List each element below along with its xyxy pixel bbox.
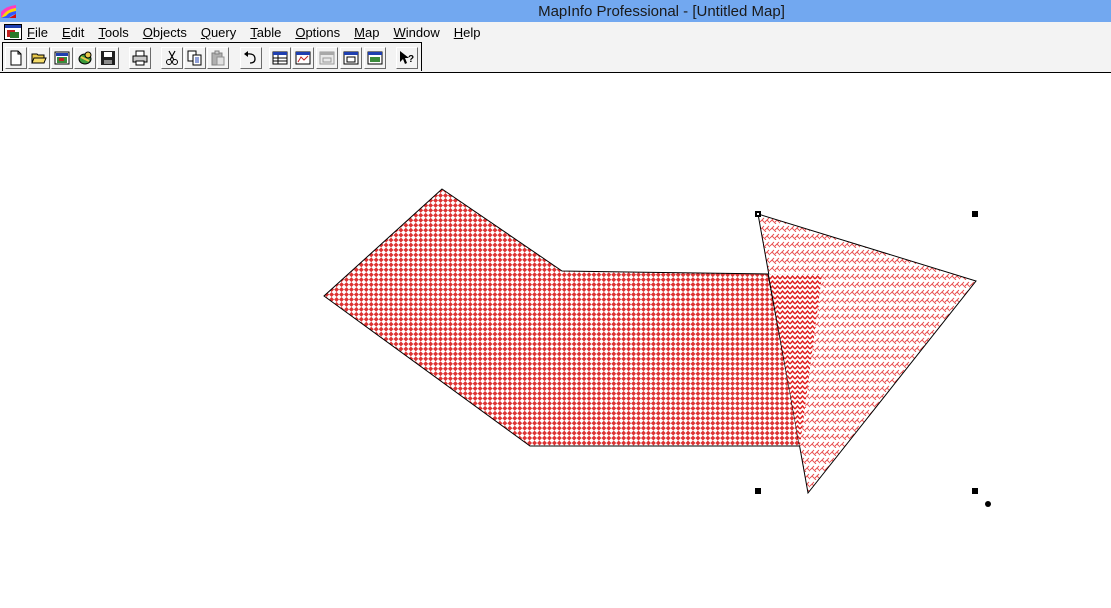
menu-help[interactable]: Help bbox=[453, 25, 481, 40]
open-workspace-icon bbox=[54, 51, 70, 65]
map-overlap-region bbox=[768, 274, 822, 446]
menu-file[interactable]: File bbox=[27, 25, 48, 40]
copy-icon bbox=[187, 50, 202, 66]
map-cursor-point bbox=[985, 501, 991, 507]
menu-objects[interactable]: Objects bbox=[142, 25, 187, 40]
menu-options[interactable]: Options bbox=[295, 25, 341, 40]
redistricter-button[interactable] bbox=[364, 47, 386, 69]
selection-handle-bottom-left[interactable] bbox=[755, 488, 761, 494]
redistricter-icon bbox=[367, 51, 383, 65]
copy-button[interactable] bbox=[184, 47, 206, 69]
open-workspace-button[interactable] bbox=[51, 47, 73, 69]
new-file-icon bbox=[10, 50, 22, 66]
new-layout-icon bbox=[343, 51, 359, 65]
title-bar: MapInfo Professional - [Untitled Map] bbox=[0, 0, 1111, 22]
paste-button[interactable] bbox=[207, 47, 229, 69]
new-browser-icon bbox=[272, 51, 288, 65]
help-cursor-button[interactable]: ? bbox=[396, 47, 418, 69]
new-mapper-button[interactable] bbox=[292, 47, 314, 69]
open-dbms-button[interactable] bbox=[74, 47, 96, 69]
menu-query[interactable]: Query bbox=[200, 25, 237, 40]
save-icon bbox=[101, 51, 115, 65]
map-polygon-arrow[interactable] bbox=[323, 188, 801, 447]
open-folder-icon bbox=[31, 53, 47, 64]
menu-tools[interactable]: Tools bbox=[98, 25, 129, 40]
print-icon bbox=[132, 50, 148, 66]
selection-handle-top-right[interactable] bbox=[972, 211, 978, 217]
cut-button[interactable] bbox=[161, 47, 183, 69]
menu-map[interactable]: Map bbox=[354, 25, 380, 40]
selection-handle-bottom-right[interactable] bbox=[972, 488, 978, 494]
new-mapper-icon bbox=[295, 51, 311, 65]
new-layout-button[interactable] bbox=[340, 47, 362, 69]
undo-button[interactable] bbox=[240, 47, 262, 69]
toolbar-area: ? bbox=[0, 42, 1111, 73]
menu-window[interactable]: Window bbox=[393, 25, 440, 40]
menu-edit[interactable]: Edit bbox=[61, 25, 85, 40]
mapinfo-app-icon[interactable] bbox=[0, 2, 18, 20]
print-button[interactable] bbox=[129, 47, 151, 69]
map-window[interactable] bbox=[0, 73, 1111, 608]
save-button[interactable] bbox=[97, 47, 119, 69]
map-canvas-svg[interactable] bbox=[0, 73, 1111, 608]
new-file-button[interactable] bbox=[5, 47, 27, 69]
cut-icon bbox=[166, 50, 178, 65]
svg-text:?: ? bbox=[408, 54, 414, 65]
window-title: MapInfo Professional - [Untitled Map] bbox=[538, 3, 785, 20]
standard-toolbar: ? bbox=[2, 42, 422, 71]
selection-handle-top-left-inner bbox=[757, 213, 759, 215]
help-cursor-icon: ? bbox=[400, 51, 414, 65]
new-grapher-button[interactable] bbox=[316, 47, 338, 69]
new-grapher-icon bbox=[319, 51, 335, 65]
paste-icon bbox=[211, 50, 225, 66]
menu-bar: File Edit Tools Objects Query Table Opti… bbox=[0, 22, 1111, 42]
new-browser-button[interactable] bbox=[269, 47, 291, 69]
undo-icon bbox=[244, 51, 256, 64]
open-folder-button[interactable] bbox=[28, 47, 50, 69]
menu-table[interactable]: Table bbox=[250, 25, 282, 40]
menu-items: File Edit Tools Objects Query Table Opti… bbox=[27, 25, 494, 40]
map-document-icon[interactable] bbox=[4, 24, 22, 40]
open-dbms-icon bbox=[78, 51, 92, 65]
